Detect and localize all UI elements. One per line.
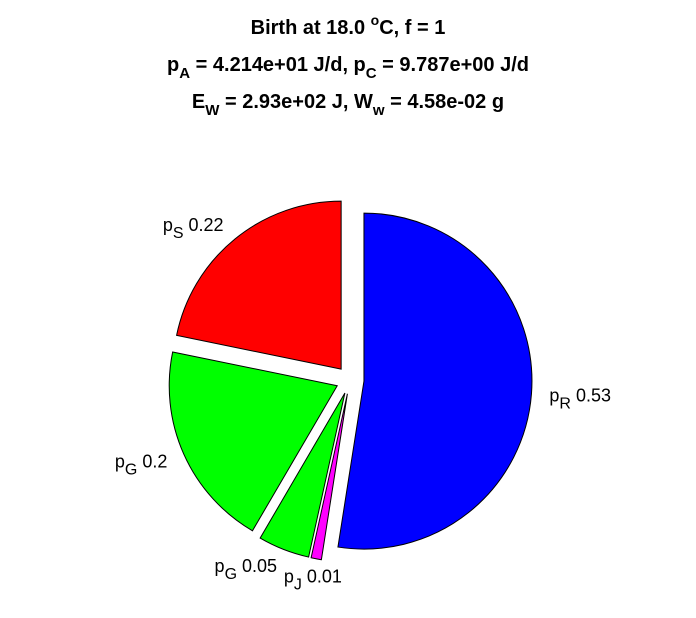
label-name: p bbox=[215, 556, 225, 576]
title-run: w bbox=[372, 102, 385, 119]
label-value: 0.53 bbox=[576, 386, 611, 406]
title-run: E bbox=[192, 91, 205, 113]
label-sub: S bbox=[173, 225, 184, 242]
pie-slice bbox=[259, 392, 346, 558]
title-run: W bbox=[205, 102, 220, 119]
label-name: p bbox=[115, 452, 125, 472]
label-sub: G bbox=[225, 566, 237, 583]
pie-slice bbox=[310, 393, 348, 561]
chart-title: pA = 4.214e+01 J/d, pC = 9.787e+00 J/d bbox=[167, 54, 529, 82]
chart-title: Birth at 18.0 oC, f = 1 bbox=[251, 12, 446, 39]
label-value: 0.2 bbox=[142, 452, 167, 472]
title-run: C bbox=[366, 65, 377, 82]
title-run: = 4.58e-02 g bbox=[385, 91, 505, 113]
pie-slice bbox=[168, 351, 338, 532]
pie-slice bbox=[337, 212, 533, 550]
title-run: A bbox=[179, 65, 190, 82]
title-run: = 4.214e+01 J/d, p bbox=[190, 54, 366, 76]
label-sub: G bbox=[125, 462, 137, 479]
title-run: o bbox=[371, 12, 380, 28]
label-value: 0.22 bbox=[189, 215, 224, 235]
slice-label: pR 0.53 bbox=[549, 386, 611, 413]
chart-title: EW = 2.93e+02 J, Ww = 4.58e-02 g bbox=[192, 91, 504, 119]
slice-label: pJ 0.01 bbox=[284, 567, 342, 594]
label-name: p bbox=[549, 386, 559, 406]
slice-label: pS 0.22 bbox=[163, 215, 224, 242]
slice-label: pG 0.2 bbox=[115, 452, 168, 479]
title-run: C, f = 1 bbox=[379, 17, 445, 39]
title-run: = 2.93e+02 J, W bbox=[219, 91, 373, 113]
label-value: 0.01 bbox=[307, 567, 342, 587]
title-run: = 9.787e+00 J/d bbox=[377, 54, 529, 76]
pie-slice bbox=[175, 200, 342, 370]
label-name: p bbox=[284, 567, 294, 587]
label-sub: J bbox=[294, 577, 302, 594]
label-value: 0.05 bbox=[242, 556, 277, 576]
label-name: p bbox=[163, 215, 173, 235]
slice-label: pG 0.05 bbox=[215, 556, 278, 583]
label-sub: R bbox=[559, 396, 571, 413]
title-run: Birth at 18.0 bbox=[251, 17, 371, 39]
title-run: p bbox=[167, 54, 179, 76]
